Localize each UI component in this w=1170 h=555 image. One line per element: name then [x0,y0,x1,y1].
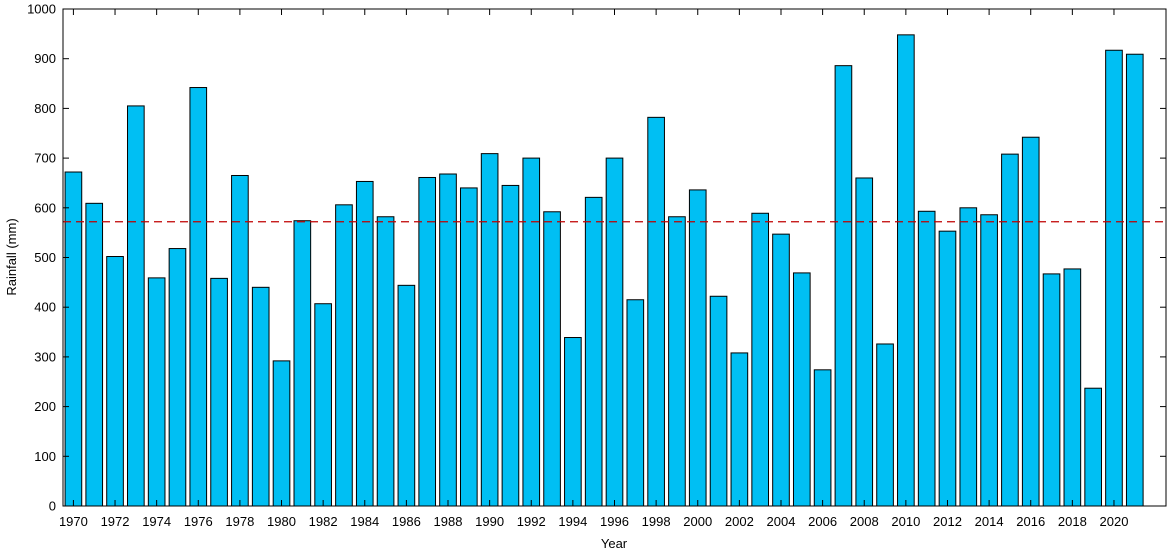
bar-2010 [897,34,915,507]
bar-2003 [751,212,770,507]
x-tick-label: 1978 [225,514,254,529]
x-tick-label: 2012 [933,514,962,529]
bar-2013 [959,207,978,507]
x-tick-label: 2020 [1100,514,1129,529]
y-tick-label: 900 [34,51,56,66]
bar-1998 [647,116,665,507]
x-tick-label: 1976 [184,514,213,529]
bar-1975 [168,248,187,507]
x-tick-label: 1992 [517,514,546,529]
x-tick-label: 2016 [1016,514,1045,529]
bar-1983 [335,204,353,507]
bar-2014 [980,214,998,507]
bar-2017 [1042,273,1061,507]
bar-1974 [147,277,166,507]
x-axis-ticks: 1970 1972 1974 1976 1978 1980 1982 1984 1986 1988… [59,9,1128,529]
x-tick-label: 1994 [558,514,587,529]
y-tick-label: 400 [34,300,56,315]
bar-2000 [688,189,707,507]
bar-2001 [709,295,728,507]
bar-1991 [501,184,520,507]
x-axis-label: Year [601,536,628,551]
y-tick-label: 800 [34,101,56,116]
x-tick-label: 1998 [642,514,671,529]
bar-2011 [917,210,936,507]
bar-1995 [584,196,603,507]
bar-1994 [564,337,582,507]
bar-2015 [1001,153,1019,507]
bar-1973 [127,105,145,507]
bar-1992 [522,157,541,507]
bar-1996 [605,157,624,507]
bar-2008 [855,177,874,507]
y-tick-label: 200 [34,399,56,414]
x-tick-label: 1986 [392,514,421,529]
bar-1989 [459,187,478,507]
bar-1993 [543,211,561,507]
x-tick-label: 1988 [434,514,463,529]
bar-2007 [834,65,853,507]
x-tick-label: 1984 [350,514,379,529]
bar-1986 [397,284,416,507]
x-tick-label: 1980 [267,514,296,529]
bar-1979 [251,286,270,507]
bar-1987 [418,176,437,507]
bar-2018 [1063,268,1082,507]
y-axis-label: Rainfall (mm) [4,218,19,295]
y-axis-ticks: 0 100 200 300 400 500 600 700 800 900 1000 [27,2,1166,514]
bar-2009 [876,343,894,507]
bar-1982 [314,303,332,507]
bar-2016 [1021,136,1040,507]
y-tick-label: 500 [34,250,56,265]
x-tick-label: 2006 [808,514,837,529]
bar-1972 [106,256,124,507]
bar-2002 [730,352,749,507]
x-tick-label: 2004 [767,514,796,529]
bar-1985 [376,216,395,507]
bar-2012 [938,230,957,507]
x-tick-label: 2008 [850,514,879,529]
bar-1981 [293,220,312,507]
x-tick-label: 1982 [309,514,338,529]
y-tick-label: 600 [34,200,56,215]
x-tick-label: 1990 [475,514,504,529]
x-tick-label: 1996 [600,514,629,529]
y-tick-label: 300 [34,349,56,364]
bar-1980 [272,360,291,507]
x-tick-label: 1972 [101,514,130,529]
x-tick-label: 2000 [683,514,712,529]
x-tick-label: 2018 [1058,514,1087,529]
y-tick-label: 0 [49,499,56,514]
bar-1978 [231,174,249,507]
bar-2020 [1105,49,1123,507]
bar-1997 [626,299,645,507]
bar-2019 [1084,387,1102,507]
y-tick-label: 1000 [27,2,56,17]
bar-1976 [189,87,208,507]
bar-1971 [85,202,104,507]
bar-2004 [772,233,790,507]
x-tick-label: 2010 [891,514,920,529]
bar-1990 [480,153,499,507]
bar-1988 [439,173,457,507]
y-tick-label: 700 [34,151,56,166]
bar-2021 [1125,53,1144,507]
bar-2006 [813,369,832,507]
bar-1999 [668,216,686,507]
x-tick-label: 1970 [59,514,88,529]
y-tick-label: 100 [34,449,56,464]
x-tick-label: 2002 [725,514,754,529]
x-tick-label: 2014 [975,514,1004,529]
bar-1977 [210,277,228,507]
x-tick-label: 1974 [142,514,171,529]
bar-1984 [355,180,374,507]
bar-2005 [792,272,811,507]
